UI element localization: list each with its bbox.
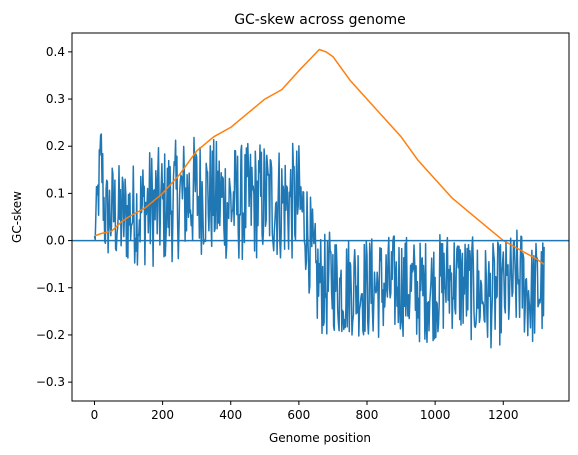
y-tick-label: 0.4 [46,45,65,59]
y-tick-label: 0.2 [46,139,65,153]
y-axis-label: GC-skew [10,191,24,243]
series-line-1 [93,133,545,349]
x-axis-label: Genome position [269,431,371,445]
x-tick-label: 1200 [488,408,519,422]
y-tick-label: −0.3 [36,375,65,389]
x-tick-label: 400 [219,408,242,422]
x-tick-label: 800 [356,408,379,422]
y-axis: −0.3 −0.2 −0.1 0.0 0.1 0.2 0.3 0.4 [36,45,72,389]
x-tick-label: 600 [287,408,310,422]
x-tick-label: 200 [151,408,174,422]
chart-title: GC-skew across genome [234,12,406,28]
y-tick-label: −0.1 [36,281,65,295]
x-tick-label: 0 [91,408,99,422]
plot-area [72,48,569,349]
x-tick-label: 1000 [420,408,451,422]
y-tick-label: 0.1 [46,186,65,200]
x-axis: 0 200 400 600 800 1000 1200 [91,401,519,422]
y-tick-label: 0.0 [46,234,65,248]
series-line-2 [94,48,545,265]
y-tick-label: 0.3 [46,92,65,106]
axes-frame [71,32,570,402]
y-tick-label: −0.2 [36,328,65,342]
